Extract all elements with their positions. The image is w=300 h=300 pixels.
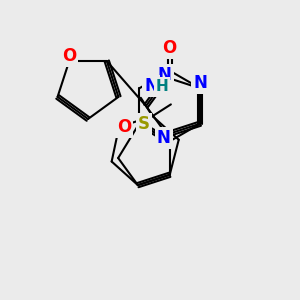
Text: O: O	[62, 47, 76, 65]
Text: H: H	[156, 79, 169, 94]
Text: S: S	[138, 115, 150, 133]
Text: O: O	[117, 118, 131, 136]
Text: O: O	[163, 39, 177, 57]
Text: N: N	[158, 67, 172, 85]
Text: N: N	[157, 128, 171, 146]
Text: N: N	[193, 74, 207, 92]
Text: N: N	[144, 77, 158, 95]
